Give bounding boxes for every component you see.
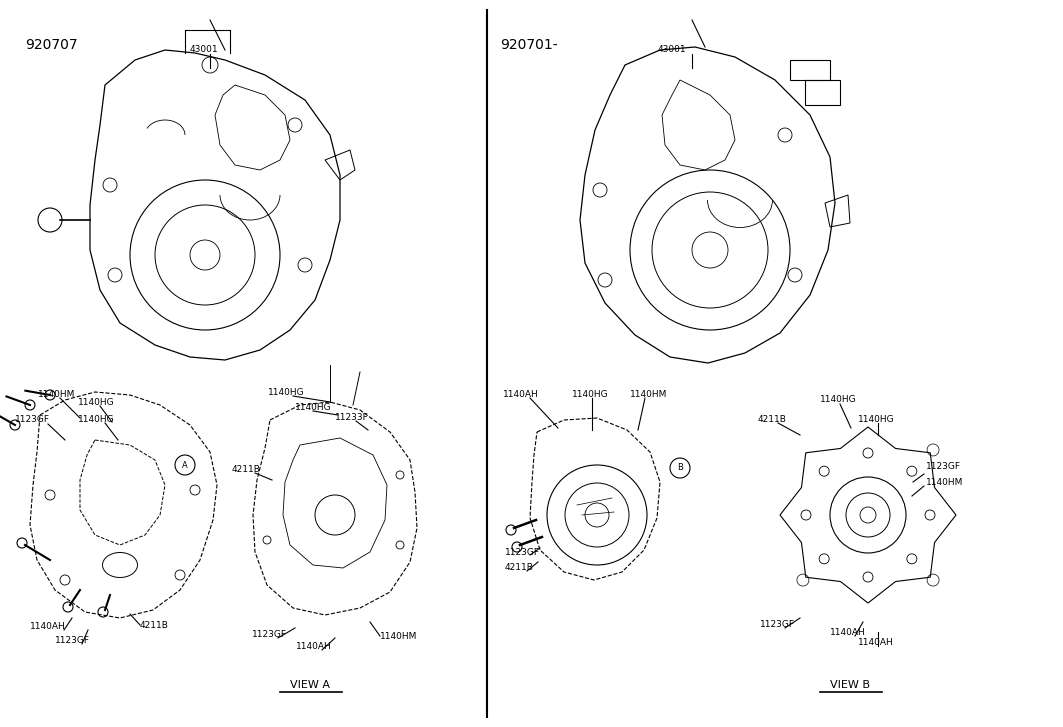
Text: 1140HG: 1140HG [296, 403, 332, 412]
Text: 1140HG: 1140HG [78, 398, 115, 407]
Text: 1140AH: 1140AH [858, 638, 894, 647]
Text: 1140AH: 1140AH [30, 622, 66, 631]
Text: 4211B: 4211B [140, 621, 169, 630]
Text: 11233F: 11233F [335, 413, 369, 422]
Text: 1123GF: 1123GF [760, 620, 795, 629]
Text: 1123GF: 1123GF [926, 462, 961, 471]
Text: B: B [677, 464, 682, 473]
Text: 1140HG: 1140HG [820, 395, 857, 404]
Text: 43001: 43001 [658, 45, 687, 54]
Text: 1140HG: 1140HG [572, 390, 609, 399]
Text: 1140AH: 1140AH [503, 390, 539, 399]
Text: 1140HM: 1140HM [926, 478, 963, 487]
Text: 1140HG: 1140HG [858, 415, 895, 424]
Text: 4211B: 4211B [505, 563, 534, 572]
Text: VIEW B: VIEW B [830, 680, 870, 690]
Text: 1123GF: 1123GF [505, 548, 540, 557]
Text: 1123GF: 1123GF [15, 415, 50, 424]
Text: 4211B: 4211B [232, 465, 260, 474]
Text: 4211B: 4211B [758, 415, 787, 424]
Text: 1140HM: 1140HM [38, 390, 75, 399]
Text: 1140HG: 1140HG [268, 388, 305, 397]
Text: 920707: 920707 [26, 38, 78, 52]
Text: 920701-: 920701- [500, 38, 558, 52]
Text: A: A [182, 460, 188, 470]
Text: VIEW A: VIEW A [290, 680, 330, 690]
Text: 1140AH: 1140AH [830, 628, 865, 637]
Text: 1140HG: 1140HG [78, 415, 115, 424]
Text: 1140HM: 1140HM [630, 390, 668, 399]
Text: 1140AH: 1140AH [296, 642, 332, 651]
Text: 1140HM: 1140HM [379, 632, 418, 641]
Text: 1123GF: 1123GF [252, 630, 287, 639]
Text: 1123GF: 1123GF [55, 636, 90, 645]
Text: 43001: 43001 [190, 45, 219, 54]
